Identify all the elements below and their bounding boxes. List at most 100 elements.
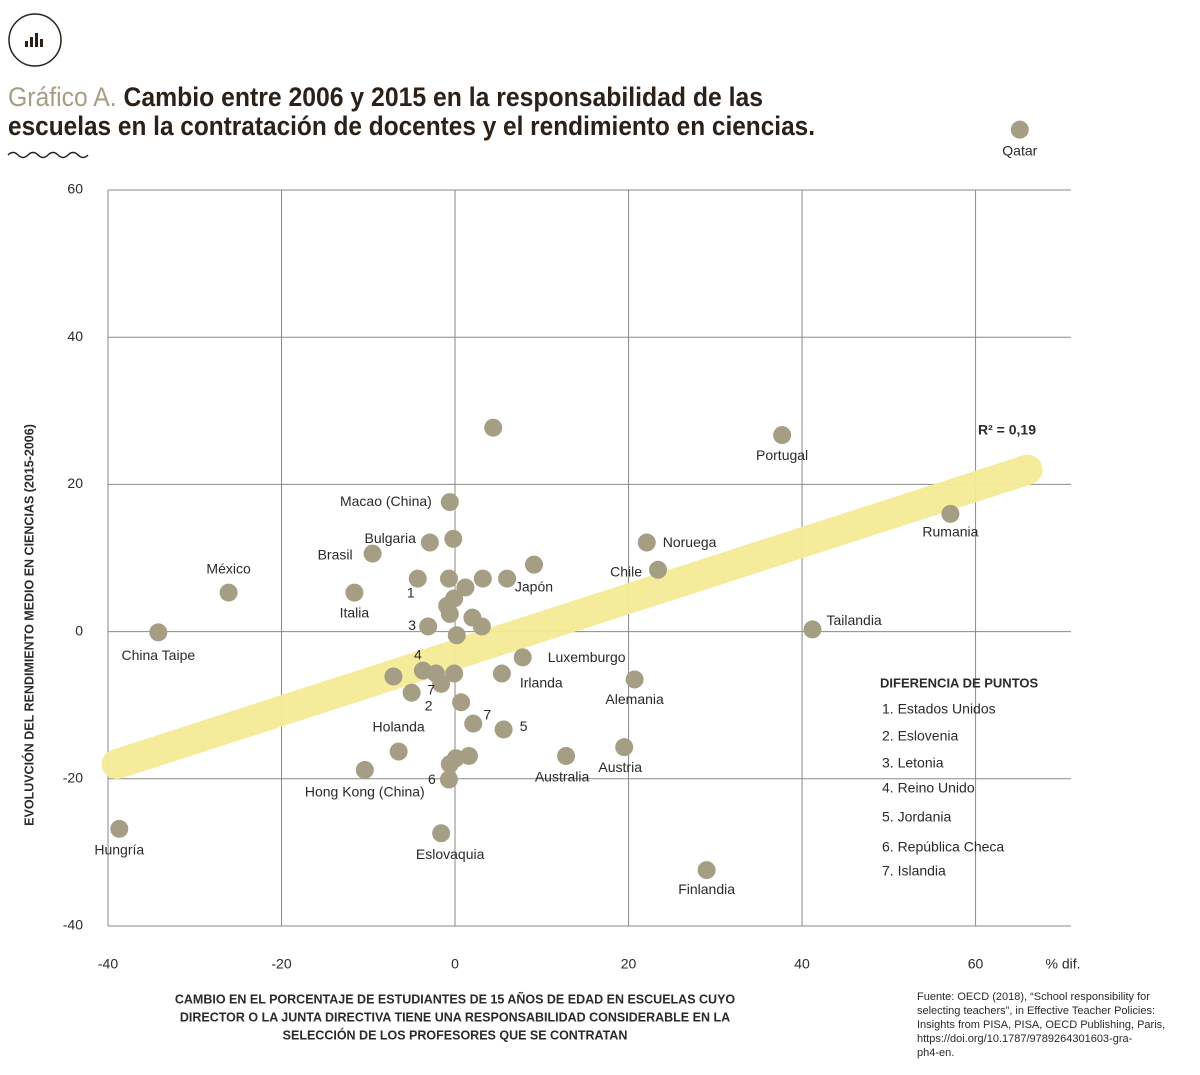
source-line: Fuente: OECD (2018), “School responsibil… xyxy=(917,991,1150,1003)
logo-icon xyxy=(8,13,62,67)
point-label: 1 xyxy=(407,584,415,600)
point-label: Holanda xyxy=(373,718,425,734)
point xyxy=(697,861,716,880)
point-label: 7 xyxy=(427,682,435,698)
point-label: Chile xyxy=(610,563,642,579)
x-tick-label: 40 xyxy=(794,956,810,972)
trend-line xyxy=(101,454,1043,780)
point xyxy=(444,529,463,548)
title-underline xyxy=(7,151,89,159)
point xyxy=(149,623,168,642)
point xyxy=(557,746,576,765)
y-tick-label: 20 xyxy=(67,475,83,491)
point xyxy=(472,617,491,636)
point-label: 7 xyxy=(483,706,491,722)
title-prefix: Gráfico A. xyxy=(8,82,117,112)
y-tick-label: -20 xyxy=(63,770,83,786)
point xyxy=(452,693,471,712)
point xyxy=(408,569,427,588)
y-tick-label: 60 xyxy=(67,181,83,197)
point xyxy=(355,760,374,779)
point-label: 3 xyxy=(408,617,416,633)
point xyxy=(459,746,478,765)
point xyxy=(440,493,459,512)
x-tick-label: 20 xyxy=(621,956,637,972)
x-axis-label: SELECCIÓN DE LOS PROFESORES QUE SE CONTR… xyxy=(283,1027,628,1042)
point xyxy=(432,824,451,843)
point xyxy=(440,604,459,623)
point xyxy=(803,620,822,639)
point xyxy=(941,504,960,523)
point xyxy=(389,742,408,761)
point xyxy=(219,583,238,602)
point xyxy=(1010,120,1029,139)
point-label: Hungría xyxy=(94,842,144,858)
x-axis-label: CAMBIO EN EL PORCENTAJE DE ESTUDIANTES D… xyxy=(175,991,736,1006)
plot-area xyxy=(107,189,1071,927)
point xyxy=(363,544,382,563)
y-tick-label: -40 xyxy=(63,917,83,933)
legend-item: 3. Letonia xyxy=(882,755,944,771)
point-label: Rumania xyxy=(922,524,978,540)
point-label: Luxemburgo xyxy=(548,649,626,665)
point-label: Eslovaquia xyxy=(416,846,485,862)
point xyxy=(440,755,459,774)
point xyxy=(384,667,403,686)
point-label: Noruega xyxy=(663,534,717,550)
point-label: Alemania xyxy=(605,691,664,707)
title-line: Cambio entre 2006 y 2015 en la responsab… xyxy=(124,82,763,112)
point xyxy=(445,664,464,683)
point-label: 2 xyxy=(425,697,433,713)
x-tick-label: -40 xyxy=(98,956,118,972)
point-label: 5 xyxy=(520,718,528,734)
point-label: Austria xyxy=(598,759,642,775)
point xyxy=(432,674,451,693)
point xyxy=(110,819,129,838)
point-label: Irlanda xyxy=(520,674,563,690)
y-tick-label: 0 xyxy=(75,622,83,638)
point-label: Hong Kong (China) xyxy=(305,784,425,800)
point xyxy=(492,664,511,683)
point-label: Brasil xyxy=(318,546,353,562)
point-label: Finlandia xyxy=(678,881,735,897)
source-line: Insights from PISA, PISA, OECD Publishin… xyxy=(917,1019,1165,1031)
x-tick-label: 0 xyxy=(451,956,459,972)
point xyxy=(773,426,792,445)
point-label: 4 xyxy=(414,646,422,662)
point-label: Tailandia xyxy=(826,612,881,628)
legend-title: DIFERENCIA DE PUNTOS xyxy=(880,675,1039,690)
y-axis-label: EVOLUVCIÓN DEL RENDIMIENTO MEDIO EN CIEN… xyxy=(21,424,36,826)
point xyxy=(498,569,517,588)
point-label: México xyxy=(206,560,251,576)
point xyxy=(615,738,634,757)
point-label: Portugal xyxy=(756,447,808,463)
legend-item: 5. Jordania xyxy=(882,809,951,825)
x-tick-label: -20 xyxy=(271,956,291,972)
point-label: Japón xyxy=(515,578,553,594)
point-label: Qatar xyxy=(1002,142,1037,158)
legend-item: 6. República Checa xyxy=(882,839,1004,855)
source-line: https://doi.org/10.1787/9789264301603-gr… xyxy=(917,1033,1133,1045)
point-label: China Taipe xyxy=(121,647,195,663)
point-label: Italia xyxy=(340,604,370,620)
point xyxy=(494,720,513,739)
point-label: Bulgaria xyxy=(364,530,416,546)
x-axis-label: DIRECTOR O LA JUNTA DIRECTIVA TIENE UNA … xyxy=(180,1010,730,1024)
point xyxy=(420,533,439,552)
point xyxy=(513,648,532,667)
point xyxy=(439,569,458,588)
point xyxy=(439,770,458,789)
x-unit: % dif. xyxy=(1045,956,1080,972)
point-label: 6 xyxy=(428,771,436,787)
source-line: selecting teachers”, in Effective Teache… xyxy=(917,1005,1155,1017)
point xyxy=(637,533,656,552)
point-label: Macao (China) xyxy=(340,493,432,509)
legend-item: 1. Estados Unidos xyxy=(882,701,996,717)
point xyxy=(345,583,364,602)
point xyxy=(456,578,475,597)
point xyxy=(402,683,421,702)
source-line: ph4-en. xyxy=(917,1047,954,1059)
point xyxy=(419,617,438,636)
point xyxy=(649,560,668,579)
